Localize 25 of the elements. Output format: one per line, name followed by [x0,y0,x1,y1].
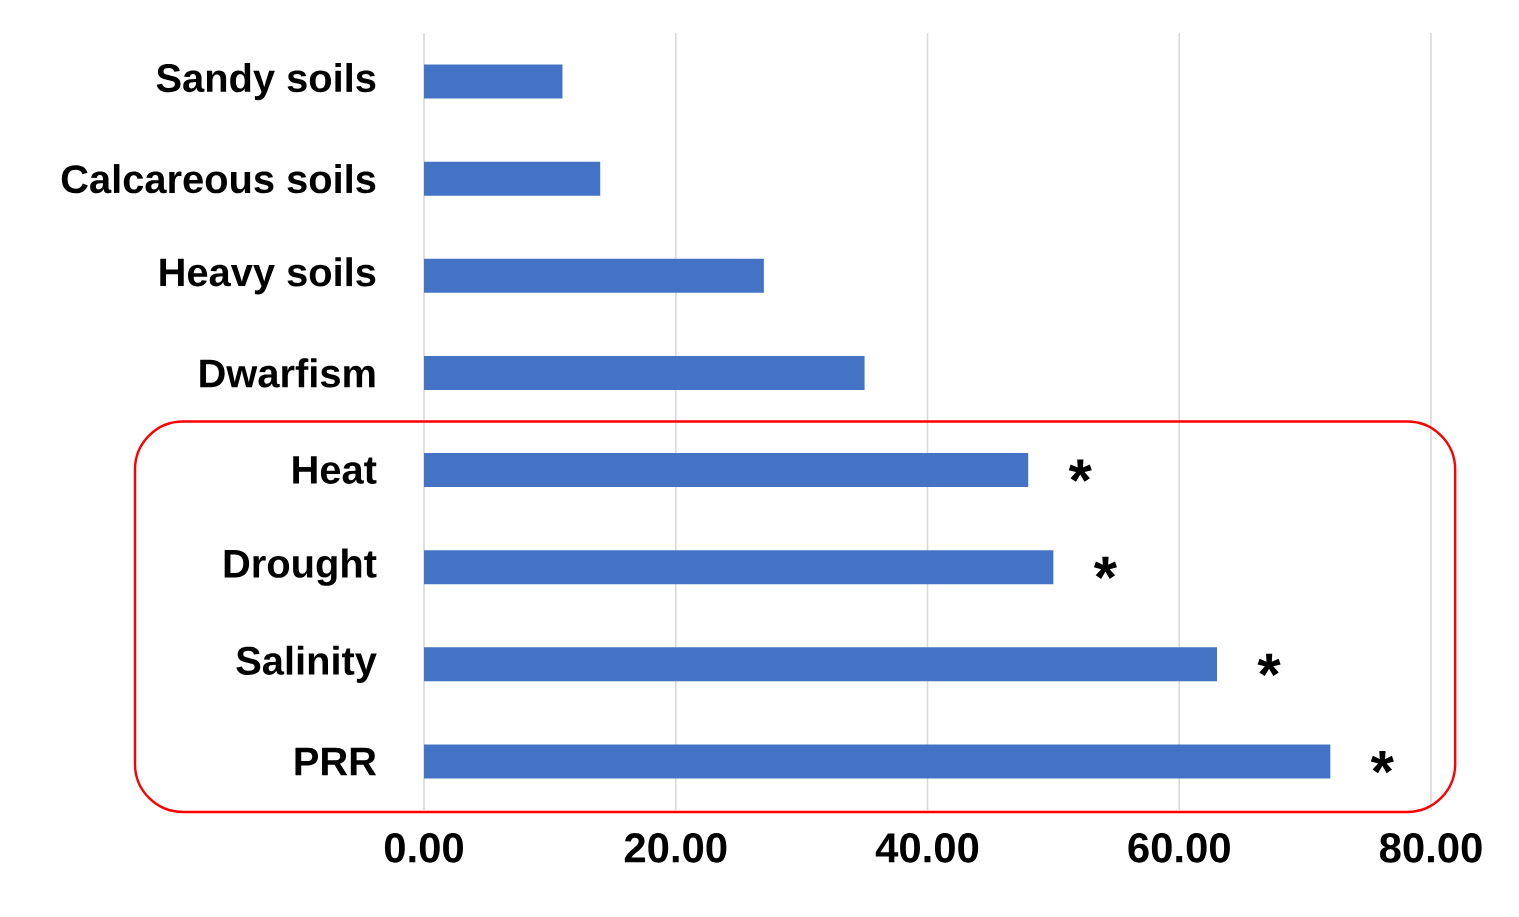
y-tick-label: Calcareous soils [61,164,376,194]
annotation: * [1068,459,1092,482]
bar [424,64,563,99]
annotation: * [1370,750,1394,774]
annotation: * [1257,653,1281,677]
annotation: * [1093,556,1117,579]
y-tick-label: Sandy soils [156,63,376,101]
bar [424,161,601,196]
x-tick-label: 80.00 [1379,833,1482,863]
x-tick-label: 0.00 [384,833,463,863]
bar [424,744,1331,779]
y-tick-label: Dwarfism [200,358,375,388]
y-tick-label: Drought [224,548,377,586]
y-tick-label: Salinity [236,645,377,683]
bar [424,453,1029,488]
bar [424,550,1054,585]
bar [424,355,865,390]
x-tick-label: 40.00 [875,833,979,863]
x-tick-label: 60.00 [1128,833,1230,863]
bar [424,647,1218,682]
y-tick-label: Heavy soils [160,257,376,295]
y-tick-label: Heat [293,456,377,484]
y-tick-label: PRR [295,747,377,776]
x-tick-label: 20.00 [624,833,727,863]
bar [424,258,764,293]
